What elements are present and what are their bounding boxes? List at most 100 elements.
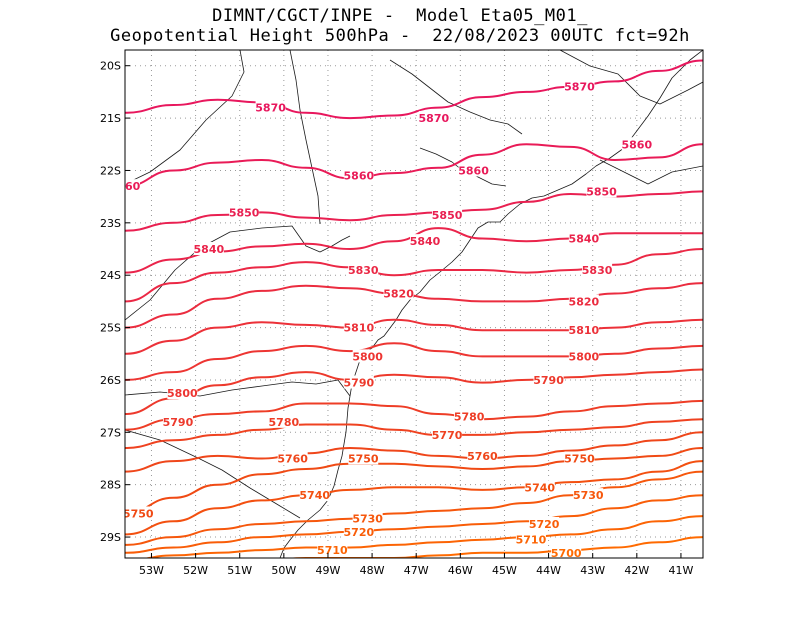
contour-label: 5820 <box>383 288 414 301</box>
coastline-and-borders <box>125 50 703 558</box>
contour-5800 <box>125 342 703 381</box>
contour-label-bg <box>343 524 374 538</box>
coastline-segment <box>125 50 245 185</box>
contour-label-bg <box>229 205 260 219</box>
lon-tick-label: 53W <box>139 564 164 577</box>
lon-tick-label: 44W <box>536 564 561 577</box>
contour-label: 5740 <box>299 489 330 502</box>
contour-label-bg <box>268 414 299 428</box>
contour-label: 5840 <box>194 243 225 256</box>
contour-label-bg <box>343 320 374 334</box>
contour-label-bg <box>125 179 140 193</box>
coastline-segment <box>289 50 321 225</box>
contour-5790 <box>125 368 703 415</box>
contour-label: 5810 <box>344 322 375 335</box>
contour-5820 <box>125 282 703 329</box>
coastline-segment <box>599 159 703 185</box>
coastline-segment <box>559 50 703 105</box>
contour-label-bg <box>343 168 374 182</box>
lat-tick-label: 20S <box>100 60 121 73</box>
contour-label-bg <box>317 543 348 557</box>
lat-tick-label: 27S <box>100 426 121 439</box>
contour-label-bg <box>167 386 198 400</box>
contour-label: 5800 <box>167 387 198 400</box>
contour-label-bg <box>564 451 595 465</box>
contour-label: 5800 <box>569 350 600 363</box>
contour-label: 5850 <box>432 209 463 222</box>
lon-tick-label: 41W <box>669 564 694 577</box>
coastline-segment <box>125 225 351 321</box>
contour-label: 5790 <box>533 374 564 387</box>
contour-label-bg <box>162 414 193 428</box>
contour-label: 5840 <box>410 235 441 248</box>
contour-5740 <box>125 460 703 536</box>
contour-labels: 5870 5870 5870 5860 5860 5860 5860 5850 5850 5850… <box>110 79 652 560</box>
contour-label: 5830 <box>348 264 379 277</box>
contour-label: 5790 <box>163 416 194 429</box>
contour-label: 5760 <box>277 452 308 465</box>
contour-label-bg <box>125 506 154 520</box>
contour-label: 5730 <box>352 513 383 526</box>
contour-label: 5750 <box>348 452 379 465</box>
contour-5760 <box>125 431 703 473</box>
contour-label-bg <box>343 375 374 389</box>
contour-label-bg <box>586 184 617 198</box>
contour-label: 5790 <box>344 377 375 390</box>
contour-label-bg <box>418 111 449 125</box>
contour-5720 <box>125 494 703 554</box>
contour-label-bg <box>568 349 599 363</box>
coastline-segment <box>389 59 523 135</box>
contour-label: 5780 <box>454 411 485 424</box>
contour-label-bg <box>515 532 546 546</box>
contour-label: 5730 <box>573 489 604 502</box>
lon-tick-label: 46W <box>448 564 473 577</box>
contour-label: 5720 <box>529 518 560 531</box>
contour-label-bg <box>551 545 582 558</box>
contour-label: 5770 <box>432 429 463 442</box>
lat-tick-label: 29S <box>100 531 121 544</box>
contour-label: 5870 <box>255 102 286 115</box>
lon-tick-label: 50W <box>271 564 296 577</box>
contour-5710 <box>144 515 703 558</box>
contour-label: 5750 <box>123 507 154 520</box>
lon-tick-label: 47W <box>404 564 429 577</box>
contour-label: 5750 <box>564 452 595 465</box>
contour-label: 5710 <box>516 534 547 547</box>
contour-5750 <box>125 447 703 515</box>
contour-label: 5720 <box>344 526 375 539</box>
contour-label-bg <box>621 137 652 151</box>
contour-label-bg <box>573 488 604 502</box>
contour-label-bg <box>383 286 414 300</box>
contour-label: 5700 <box>551 547 582 560</box>
contour-label: 5860 <box>110 180 141 193</box>
lon-tick-label: 48W <box>360 564 385 577</box>
coastline-segment <box>125 429 301 519</box>
contour-5870 <box>125 59 703 120</box>
contour-label-bg <box>467 448 498 462</box>
contour-5860 <box>125 143 703 188</box>
contour-label: 5860 <box>344 170 375 183</box>
contour-label: 5710 <box>317 544 348 557</box>
contour-label-bg <box>568 323 599 337</box>
contour-label: 5780 <box>269 416 300 429</box>
lon-tick-label: 45W <box>492 564 517 577</box>
contour-label: 5820 <box>569 295 600 308</box>
contour-label-bg <box>568 231 599 245</box>
contour-label: 5870 <box>419 112 450 125</box>
contour-label-bg <box>432 427 463 441</box>
contour-label-bg <box>568 294 599 308</box>
contour-5810 <box>125 318 703 355</box>
contour-label-bg <box>193 242 224 256</box>
lon-tick-label: 43W <box>580 564 605 577</box>
lon-tick-label: 52W <box>183 564 208 577</box>
lat-tick-label: 23S <box>100 217 121 230</box>
lat-tick-label: 25S <box>100 322 121 335</box>
lon-tick-label: 51W <box>227 564 252 577</box>
contour-label-bg <box>582 262 613 276</box>
contour-label-bg <box>410 234 441 248</box>
lon-tick-label: 42W <box>624 564 649 577</box>
contour-label-bg <box>348 262 379 276</box>
contour-label: 5870 <box>564 81 595 94</box>
contour-label-bg <box>524 480 555 494</box>
